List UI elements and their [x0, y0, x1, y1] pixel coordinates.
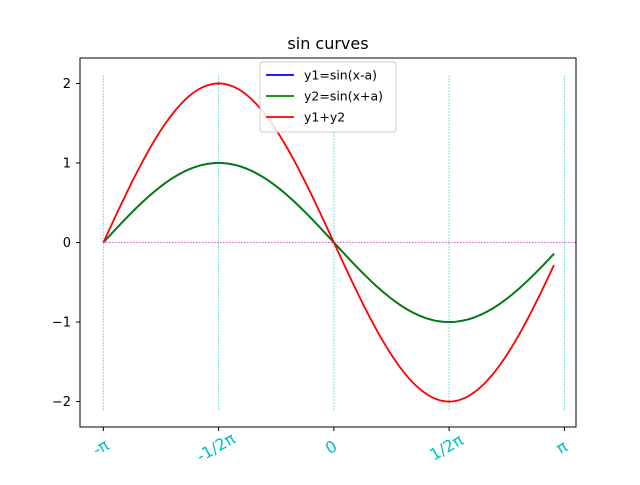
series-line-2	[102, 162, 555, 323]
legend-label-1: y1=sin(x-a)	[304, 68, 377, 83]
y-tick-label: 0	[63, 236, 71, 251]
chart-title: sin curves	[287, 34, 368, 53]
series-line-3	[102, 82, 555, 403]
plot-area	[102, 75, 576, 410]
legend-box	[259, 61, 397, 133]
y-tick-label: −1	[52, 316, 71, 331]
y-tick-label: 2	[63, 77, 71, 92]
legend: y1=sin(x-a) y2=sin(x+a) y1+y2	[259, 61, 397, 133]
legend-label-2: y2=sin(x+a)	[304, 89, 383, 104]
y-tick-label: −2	[52, 395, 71, 410]
y-tick-label: 1	[63, 156, 71, 171]
legend-label-3: y1+y2	[304, 110, 345, 125]
